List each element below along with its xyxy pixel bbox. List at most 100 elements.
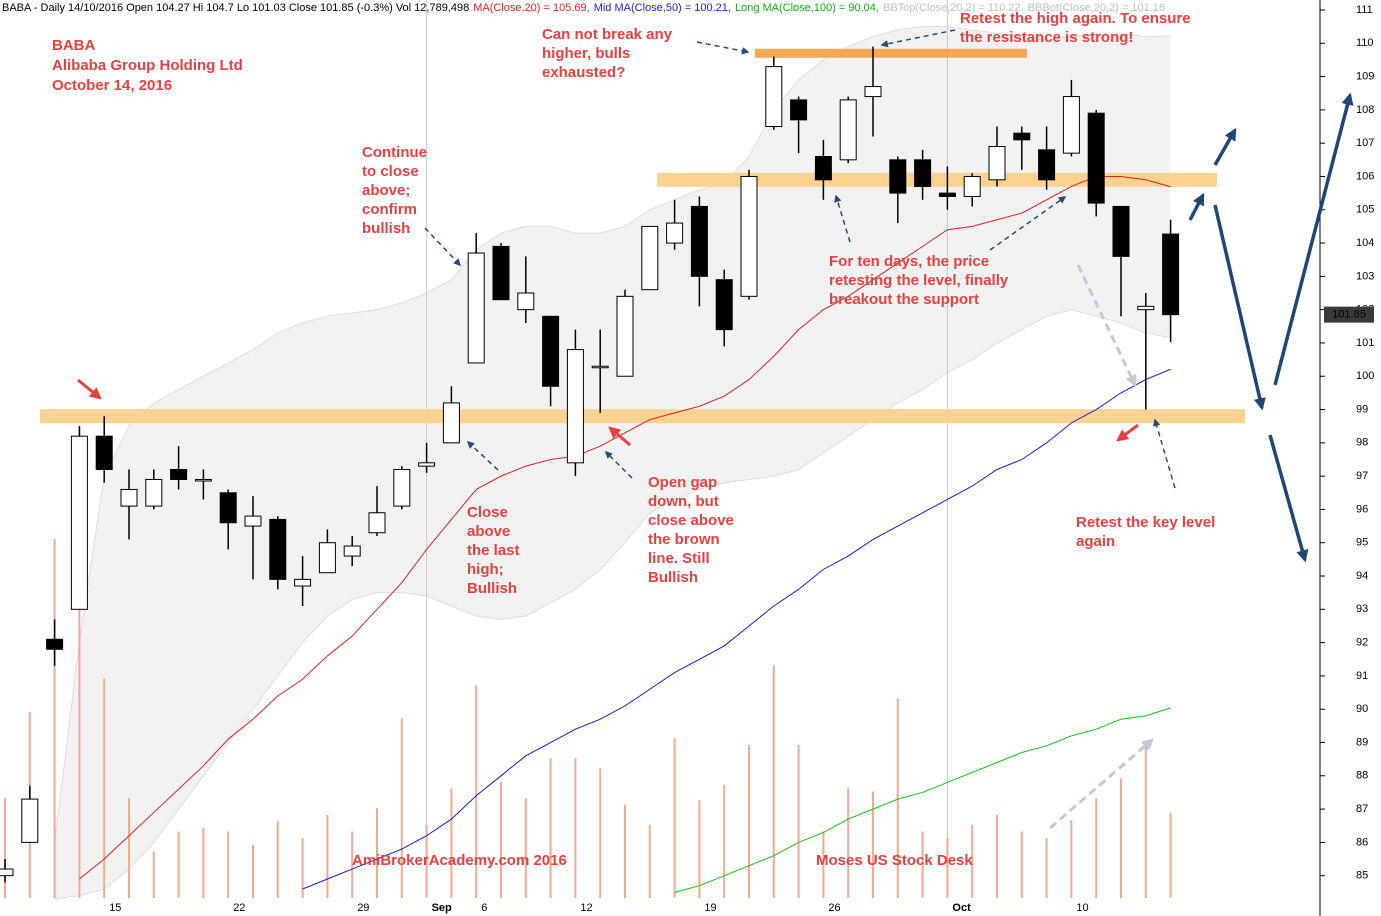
volume-bar [53, 538, 56, 898]
y-tick-label: 93 [1356, 603, 1368, 615]
moving-average [674, 707, 1171, 893]
volume-bar [1020, 831, 1023, 898]
y-tick-label: 94 [1356, 570, 1368, 582]
header-part: BBTop(Close,20,2) = 110.22, [883, 2, 1024, 14]
candle-body [963, 175, 981, 197]
volume-bar [1120, 778, 1122, 898]
x-tick-label: 10 [1076, 902, 1088, 914]
candle-body [641, 225, 659, 291]
moving-average [302, 368, 1171, 890]
title-line: October 14, 2016 [52, 77, 172, 94]
y-tick-label: 109 [1356, 70, 1374, 82]
volume-bar [276, 821, 279, 898]
volume-bar [351, 831, 354, 898]
moving-average [79, 175, 1171, 880]
candle-body [70, 435, 88, 610]
candle-body [1038, 149, 1056, 181]
y-tick-label: 108 [1356, 104, 1374, 116]
volume-bar [103, 678, 106, 898]
annotation: breakout the support [829, 291, 979, 308]
annotation: exhausted? [542, 64, 625, 81]
candle-body [269, 518, 287, 580]
volume-bar [624, 804, 626, 898]
volume-bar [301, 838, 304, 898]
annotation: down, but [648, 493, 719, 510]
y-tick-label: 105 [1356, 204, 1374, 216]
candle-body [715, 279, 733, 331]
arrow [1153, 418, 1176, 489]
y-tick-label: 106 [1356, 170, 1374, 182]
candle-body [566, 349, 584, 464]
arrow [604, 450, 633, 479]
y-tick-label: 91 [1356, 670, 1368, 682]
y-tick-label: 86 [1356, 836, 1368, 848]
candle-body [318, 542, 336, 574]
arrow [1188, 192, 1205, 221]
annotation: Retest the high again. To ensure [960, 10, 1191, 27]
volume-bar [748, 745, 750, 898]
arrow [1213, 204, 1266, 411]
annotation: Moses US Stock Desk [816, 852, 973, 869]
volume-bar [797, 745, 800, 898]
volume-bar [648, 824, 651, 898]
candle-body [839, 99, 857, 161]
x-tick-label: 15 [109, 902, 121, 914]
annotation: the last [467, 542, 520, 559]
y-tick-label: 88 [1356, 770, 1368, 782]
annotation: Bullish [648, 569, 698, 586]
annotation: confirm [362, 201, 417, 218]
arrow [1273, 92, 1354, 386]
header-part: Mid MA(Close,50) = 100.21, [594, 2, 731, 14]
candle-body [814, 155, 832, 181]
annotation: higher, bulls [542, 45, 630, 62]
volume-bar [227, 831, 230, 898]
level-band [755, 48, 1027, 58]
candle-body [467, 252, 485, 364]
y-tick-label: 100 [1356, 370, 1374, 382]
annotation: AmiBrokerAcademy.com 2016 [352, 852, 567, 869]
annotation: close above [648, 512, 734, 529]
candle-body [145, 478, 163, 507]
candle-body [1112, 205, 1130, 257]
annotation: For ten days, the price [829, 253, 989, 270]
last-price-box [1324, 306, 1374, 323]
arrow [77, 378, 102, 400]
annotation: the brown [648, 531, 720, 548]
candle-body [442, 402, 460, 444]
y-tick-label: 107 [1356, 137, 1374, 149]
candle-body [938, 192, 956, 197]
bollinger-lower [54, 309, 1171, 900]
volume-bar [152, 851, 155, 898]
volume-bar [475, 685, 478, 898]
volume-bar [252, 844, 254, 898]
x-tick-label: Sep [432, 902, 452, 914]
volume-bar [524, 798, 527, 898]
annotation: the resistance is strong! [960, 29, 1133, 46]
header-part: MA(Close,20) = 105.69, [473, 2, 589, 14]
y-tick-label: 90 [1356, 703, 1368, 715]
candle-body [591, 365, 609, 369]
arrow [466, 440, 499, 471]
candle-body [864, 86, 882, 98]
arrow [1213, 127, 1237, 166]
candle-body [343, 545, 361, 557]
candle-body [988, 146, 1006, 181]
volume-bar [698, 800, 701, 898]
x-tick-label: Oct [952, 902, 971, 914]
annotation: Retest the key level [1076, 514, 1215, 531]
candle-body [244, 515, 262, 527]
candle-body [46, 638, 64, 650]
volume-bar [946, 838, 949, 898]
y-tick-label: 92 [1356, 637, 1368, 649]
annotation: Open gap [648, 474, 717, 491]
candle-body [393, 468, 411, 507]
y-tick-label: 97 [1356, 470, 1368, 482]
volume-bar [400, 718, 403, 898]
candle-body [170, 468, 188, 480]
candle-body [1062, 96, 1080, 154]
arrow [1049, 738, 1154, 830]
candle-body [740, 175, 758, 297]
y-tick-label: 111 [1356, 4, 1373, 16]
